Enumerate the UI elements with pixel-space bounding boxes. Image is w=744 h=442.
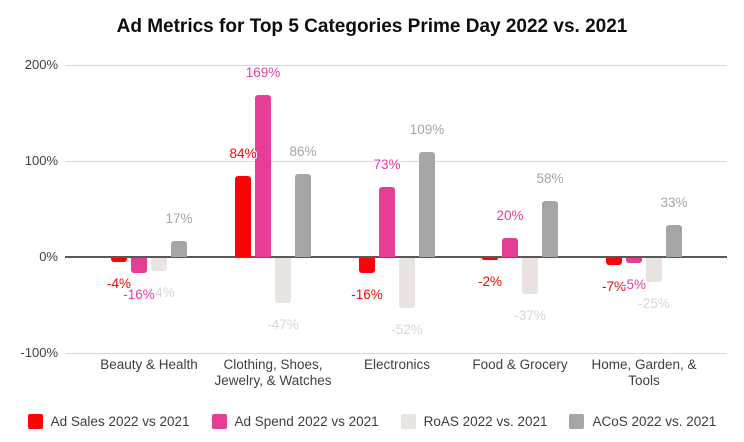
legend-item: Ad Spend 2022 vs 2021 bbox=[211, 414, 379, 429]
x-axis-category-label: Clothing, Shoes, Jewelry, & Watches bbox=[214, 357, 332, 389]
data-label: -4% bbox=[106, 275, 131, 291]
legend-swatch bbox=[569, 414, 585, 429]
gridline bbox=[65, 353, 727, 354]
y-axis-tick-label: 100% bbox=[24, 153, 58, 168]
data-label: 20% bbox=[496, 207, 524, 223]
bar bbox=[379, 186, 395, 257]
data-label: 73% bbox=[373, 156, 401, 172]
legend-label: Ad Sales 2022 vs 2021 bbox=[50, 414, 190, 429]
bar bbox=[359, 258, 375, 274]
gridline bbox=[65, 161, 727, 162]
x-axis-category-label: Home, Garden, & Tools bbox=[591, 357, 697, 389]
bar bbox=[295, 174, 311, 257]
legend-swatch bbox=[211, 414, 227, 429]
data-label: -5% bbox=[621, 276, 646, 292]
bar bbox=[151, 258, 167, 272]
data-label: 86% bbox=[289, 144, 317, 160]
legend-label: ACoS 2022 vs. 2021 bbox=[592, 414, 717, 429]
data-label: -2% bbox=[477, 273, 502, 289]
legend-label: Ad Spend 2022 vs 2021 bbox=[234, 414, 379, 429]
data-label: -14% bbox=[143, 285, 175, 301]
data-label: -37% bbox=[514, 307, 546, 323]
bar bbox=[131, 258, 147, 274]
x-axis-category-label: Beauty & Health bbox=[100, 357, 198, 372]
data-label: -16% bbox=[123, 287, 155, 303]
data-label: 17% bbox=[165, 210, 193, 226]
gridline bbox=[65, 65, 727, 66]
bar bbox=[171, 240, 187, 257]
bar bbox=[235, 176, 251, 257]
x-axis-category-label: Electronics bbox=[363, 357, 431, 372]
data-label: 84% bbox=[229, 146, 257, 162]
data-label: 169% bbox=[245, 64, 281, 80]
bar bbox=[482, 258, 498, 260]
bar bbox=[275, 258, 291, 304]
legend-item: RoAS 2022 vs. 2021 bbox=[400, 414, 548, 429]
bar bbox=[419, 152, 435, 257]
data-label: -52% bbox=[391, 321, 423, 337]
bar bbox=[399, 258, 415, 308]
data-label: 58% bbox=[536, 171, 564, 187]
bar bbox=[646, 258, 662, 282]
data-label: -47% bbox=[267, 317, 299, 333]
bar bbox=[255, 94, 271, 257]
legend-swatch bbox=[27, 414, 43, 429]
x-axis-category-label: Food & Grocery bbox=[472, 357, 568, 372]
bar bbox=[666, 225, 682, 257]
bar bbox=[542, 201, 558, 257]
legend-label: RoAS 2022 vs. 2021 bbox=[423, 414, 548, 429]
y-axis-tick-label: -100% bbox=[20, 345, 58, 360]
legend-item: Ad Sales 2022 vs 2021 bbox=[27, 414, 190, 429]
y-axis-tick-label: 0% bbox=[39, 249, 58, 264]
bar bbox=[502, 237, 518, 257]
data-label: -25% bbox=[638, 296, 670, 311]
data-label: -16% bbox=[351, 287, 383, 303]
zero-axis-line bbox=[65, 256, 727, 258]
data-label: 109% bbox=[409, 122, 445, 138]
legend-item: ACoS 2022 vs. 2021 bbox=[569, 414, 716, 429]
legend-swatch bbox=[400, 414, 416, 429]
bar bbox=[626, 258, 642, 263]
data-label: -7% bbox=[601, 278, 626, 294]
bar bbox=[111, 258, 127, 262]
y-axis-tick-label: 200% bbox=[24, 57, 58, 72]
bar bbox=[522, 258, 538, 294]
bar bbox=[606, 258, 622, 265]
chart-title: Ad Metrics for Top 5 Categories Prime Da… bbox=[116, 16, 628, 37]
legend: Ad Sales 2022 vs 2021 Ad Spend 2022 vs 20… bbox=[0, 414, 744, 429]
data-label: 33% bbox=[660, 195, 688, 211]
